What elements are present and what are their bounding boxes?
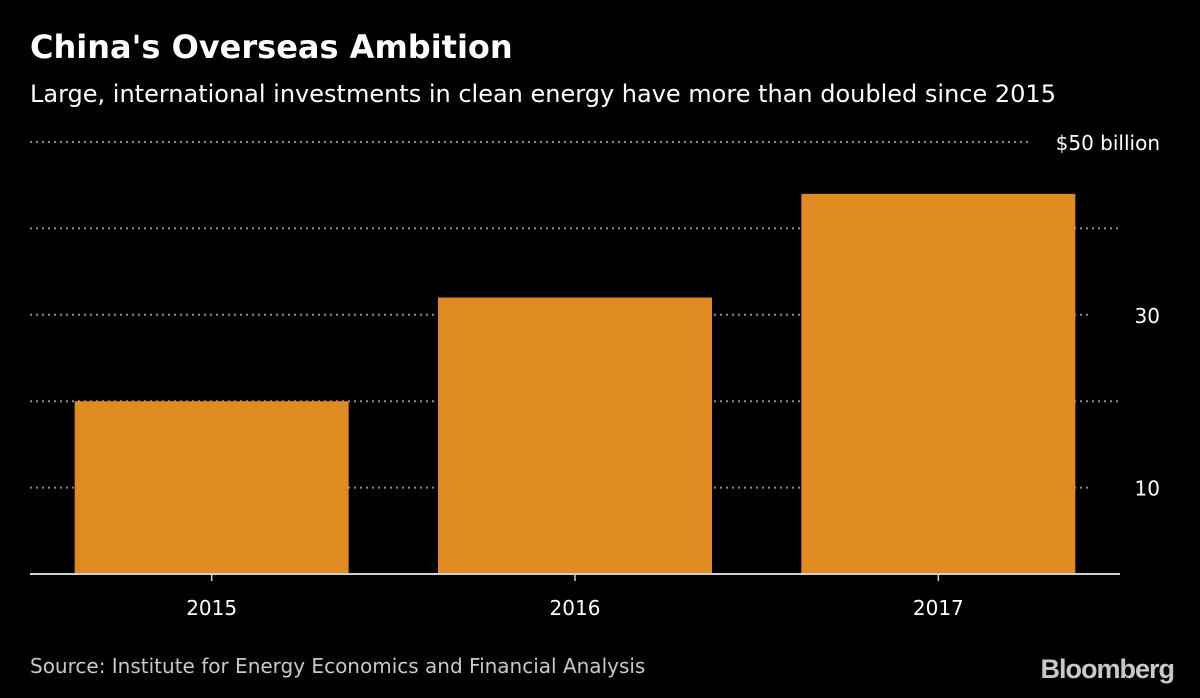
y-tick-label: $50 billion [1056,131,1160,155]
chart-subtitle: Large, international investments in clea… [30,80,1056,108]
x-tick-label: 2016 [550,596,601,620]
bar [74,401,349,574]
bar [801,193,1076,574]
y-tick-label: 10 [1135,477,1160,501]
bars [74,193,1076,574]
source-note: Source: Institute for Energy Economics a… [30,654,646,678]
bar [438,297,712,574]
bloomberg-logo: Bloomberg [1040,654,1175,684]
x-axis [30,573,1120,581]
tick-labels: 10 30 $50 billion 2015 2016 2017 [186,131,1160,620]
x-tick-label: 2015 [186,596,237,620]
chart-title: China's Overseas Ambition [30,28,513,66]
x-tick-label: 2017 [913,596,964,620]
y-tick-label: 30 [1135,304,1160,328]
